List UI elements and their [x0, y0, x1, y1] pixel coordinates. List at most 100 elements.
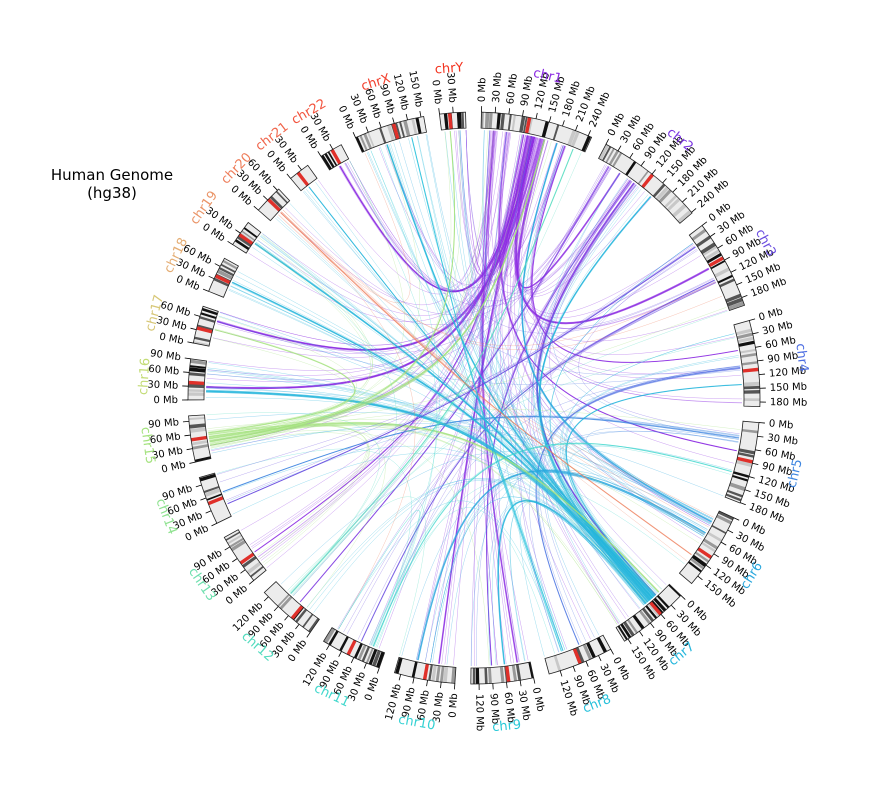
tick-mark [733, 517, 740, 521]
cytoband [726, 297, 744, 307]
tick-label: 120 Mb [473, 694, 485, 731]
link [510, 136, 710, 526]
link [418, 471, 704, 661]
cytoband [193, 341, 210, 347]
link [479, 130, 498, 666]
link [254, 134, 524, 553]
link [343, 282, 716, 633]
cytoband [738, 452, 755, 458]
cytoband [719, 278, 735, 288]
tick-mark [727, 529, 734, 534]
tick-mark [758, 422, 765, 424]
link [521, 142, 713, 523]
cytoband [243, 227, 258, 239]
tick-mark [295, 624, 300, 630]
link [207, 370, 650, 601]
link [219, 312, 704, 537]
link [209, 424, 662, 590]
ideogram-outline-chr13 [223, 529, 267, 582]
tick-mark [720, 541, 727, 546]
cytoband [456, 112, 462, 129]
tick-mark [227, 241, 233, 245]
link [257, 133, 521, 557]
ideogram-layer [187, 111, 761, 685]
centromere [697, 547, 713, 560]
cytoband [190, 359, 207, 365]
cytoband [378, 127, 387, 144]
cytoband [222, 259, 238, 270]
link [375, 477, 685, 648]
cytoband [199, 316, 216, 323]
tick-label: 150 Mb [770, 382, 808, 394]
tick-label: 0 Mb [530, 686, 546, 712]
link [339, 135, 528, 292]
centromere [422, 663, 429, 680]
link [208, 415, 348, 438]
link [254, 242, 655, 598]
tick-mark [651, 169, 657, 175]
cytoband [702, 245, 718, 257]
link [278, 214, 715, 518]
tick-mark [660, 614, 666, 620]
centromere [267, 198, 281, 212]
link [530, 145, 741, 375]
ideogram-outline-chr19 [232, 221, 262, 254]
link [564, 384, 742, 599]
link [313, 480, 649, 613]
link [249, 130, 493, 546]
tick-mark [519, 680, 522, 687]
link [252, 140, 548, 549]
link [385, 145, 715, 334]
link [206, 391, 648, 603]
link [438, 135, 529, 664]
chromosome-label-chr5: chr5 [785, 458, 806, 490]
tick-label: 0 Mb [158, 332, 184, 348]
cytoband [612, 152, 623, 168]
tick-mark [662, 178, 667, 184]
chromosome-label-chrY: chrY [434, 60, 464, 77]
link [308, 186, 651, 601]
link [230, 285, 652, 600]
cytoband [737, 336, 754, 343]
cytoband [581, 135, 592, 152]
tick-label: 180 Mb [770, 397, 807, 409]
cytoband [279, 595, 293, 610]
tick-label: 90 Mb [148, 417, 180, 430]
cytoband [732, 474, 749, 482]
link [292, 152, 582, 596]
tick-mark [740, 502, 746, 506]
cytoband [269, 195, 284, 210]
link [366, 152, 655, 597]
cytoband [320, 154, 332, 170]
cytoband [399, 121, 406, 138]
link [514, 138, 702, 540]
link [210, 131, 455, 449]
link [208, 418, 700, 544]
cytoband [653, 597, 667, 612]
tick-mark [697, 575, 703, 581]
centromere [330, 148, 342, 165]
cytoband [645, 605, 658, 620]
link [206, 388, 712, 523]
link [386, 144, 567, 289]
link [401, 469, 706, 657]
centromere [214, 274, 231, 285]
tick-label: 0 Mb [758, 306, 785, 323]
link [257, 167, 611, 326]
link [217, 137, 539, 350]
tick-mark [705, 564, 712, 569]
link [500, 132, 737, 452]
link [217, 138, 541, 351]
link [227, 246, 696, 504]
link [315, 181, 653, 599]
cytoband [743, 390, 760, 394]
tick-mark [757, 359, 764, 362]
link [339, 136, 534, 292]
tick-mark [232, 558, 238, 563]
link [528, 365, 741, 651]
cytoband [696, 235, 712, 248]
link [339, 136, 535, 292]
link [251, 135, 528, 548]
link [531, 145, 738, 363]
tick-mark [508, 108, 511, 115]
